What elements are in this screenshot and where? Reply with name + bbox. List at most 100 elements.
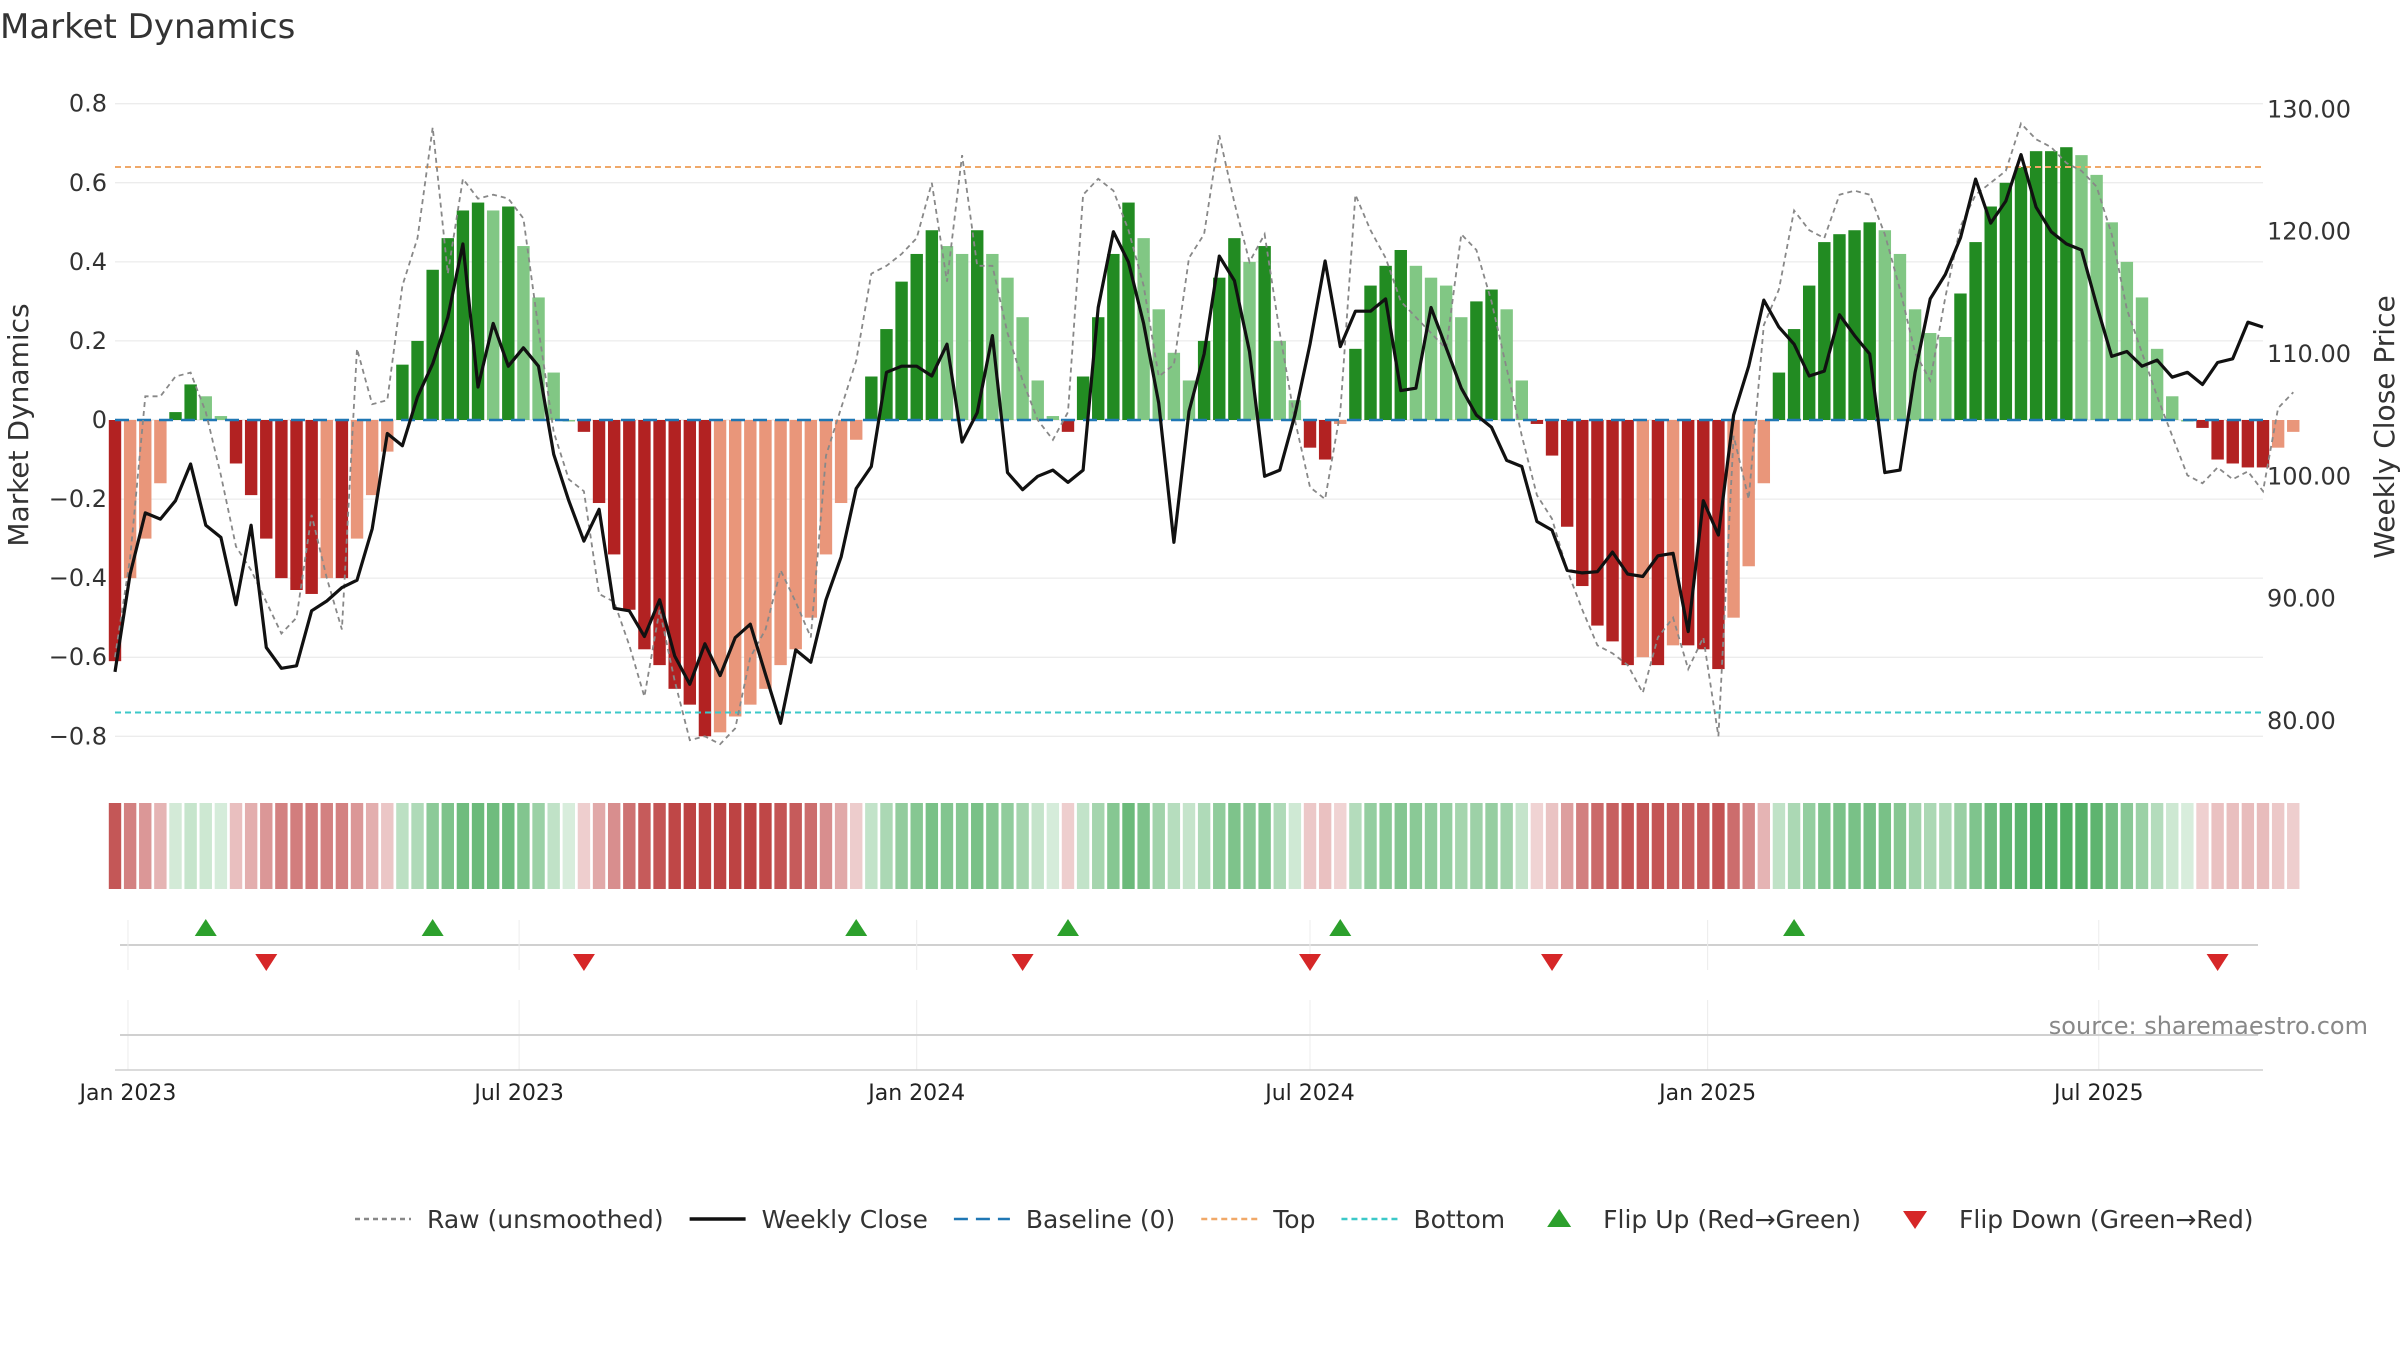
bar: [502, 206, 515, 420]
x-tick-label: Jan 2024: [866, 1081, 965, 1106]
strip-cell: [562, 803, 576, 889]
bar: [260, 420, 273, 539]
strip-cell: [123, 803, 137, 889]
bar: [1802, 285, 1816, 420]
bar: [1606, 420, 1619, 642]
bar: [895, 281, 908, 420]
strip-cell: [1258, 803, 1271, 889]
strip-cell: [169, 803, 182, 889]
bar: [1818, 242, 1831, 420]
bar: [804, 420, 818, 618]
strip-cell: [971, 803, 984, 889]
bar: [547, 372, 560, 420]
bar: [713, 420, 727, 733]
strip-cell: [1152, 803, 1165, 889]
strip-cell: [774, 803, 787, 889]
legend-label: Weekly Close: [762, 1205, 928, 1234]
bar: [1031, 380, 1044, 420]
strip-cell: [1924, 803, 1937, 889]
strip-cell: [1863, 803, 1876, 889]
series-lines: [113, 121, 2294, 746]
bar: [1273, 340, 1286, 420]
bar: [1697, 420, 1710, 650]
bar: [1621, 420, 1634, 666]
bar: [1258, 246, 1271, 420]
strip-cell: [2166, 803, 2179, 889]
strip-cell: [834, 803, 848, 889]
legend-label: Flip Up (Red→Green): [1603, 1205, 1861, 1234]
strip-cell: [1439, 803, 1453, 889]
strip-cell: [1954, 803, 1967, 889]
bar: [1530, 420, 1544, 424]
bar: [789, 420, 802, 650]
bar: [1424, 277, 1438, 420]
bar: [2211, 420, 2224, 460]
flip-up-marker: [845, 919, 868, 936]
strip-cell: [350, 803, 364, 889]
bar: [1666, 420, 1680, 646]
strip-cell: [1318, 803, 1332, 889]
strip-cell: [2120, 803, 2134, 889]
strip-cell: [396, 803, 409, 889]
bar: [1076, 376, 1090, 420]
bar: [1409, 265, 1423, 420]
strip-cell: [2181, 803, 2194, 889]
bar: [1061, 420, 1075, 432]
y2-tick-label: 120.00: [2267, 218, 2351, 246]
y-axis-ticks: 0.8 0.6 0.4 0.2 0 −0.2 −0.4 −0.6 −0.8: [49, 90, 107, 751]
strip-cell: [2287, 803, 2300, 889]
bar: [668, 420, 681, 689]
strip-cell: [728, 803, 742, 889]
bar: [2241, 420, 2255, 468]
strip-cell: [1288, 803, 1302, 889]
bar: [2226, 420, 2239, 464]
flip-up-marker: [421, 919, 444, 936]
bar: [1228, 238, 1241, 420]
bar: [456, 210, 470, 420]
strip-cell: [1273, 803, 1286, 889]
strip-cell: [759, 803, 772, 889]
source-label: source: sharemaestro.com: [2049, 1012, 2368, 1040]
strip-cell: [1001, 803, 1014, 889]
bar: [2014, 166, 2028, 420]
strip-cell: [1137, 803, 1150, 889]
strip-cell: [1848, 803, 1861, 889]
legend-item: Baseline (0): [953, 1205, 1175, 1234]
bar: [214, 416, 228, 420]
strip-cell: [426, 803, 439, 889]
legend-item: Flip Up (Red→Green): [1547, 1205, 1861, 1234]
bar: [2150, 348, 2164, 420]
strip-cell: [1530, 803, 1544, 889]
strip-cell: [698, 803, 712, 889]
bar: [1455, 317, 1468, 420]
bar: [335, 420, 349, 579]
chart-title: Market Dynamics: [0, 7, 295, 47]
strip-cell: [2105, 803, 2118, 889]
flip-markers: [120, 919, 2258, 971]
bar: [139, 420, 152, 539]
bar: [1833, 234, 1846, 420]
bar: [1439, 285, 1453, 420]
bar: [638, 420, 651, 650]
bar: [1167, 352, 1181, 420]
bar: [1334, 420, 1347, 424]
strip-cell: [154, 803, 167, 889]
strip-cell: [275, 803, 288, 889]
strip-cell: [1349, 803, 1362, 889]
strip-cell: [365, 803, 379, 889]
bar: [1213, 277, 1226, 420]
bar: [184, 384, 197, 420]
strip-cell: [214, 803, 228, 889]
bar: [1485, 289, 1498, 420]
strip-cell: [139, 803, 152, 889]
bar: [169, 412, 182, 420]
bar: [1122, 202, 1135, 420]
strip-cell: [2090, 803, 2103, 889]
flip-up-marker: [1056, 919, 1079, 936]
legend: Raw (unsmoothed) Weekly Close Baseline (0)…: [355, 1205, 2254, 1234]
bar: [607, 420, 621, 555]
flip-down-marker: [1011, 954, 1034, 971]
strip-cell: [2196, 803, 2209, 889]
bar: [305, 420, 318, 594]
y-axis-label: Market Dynamics: [2, 303, 35, 546]
